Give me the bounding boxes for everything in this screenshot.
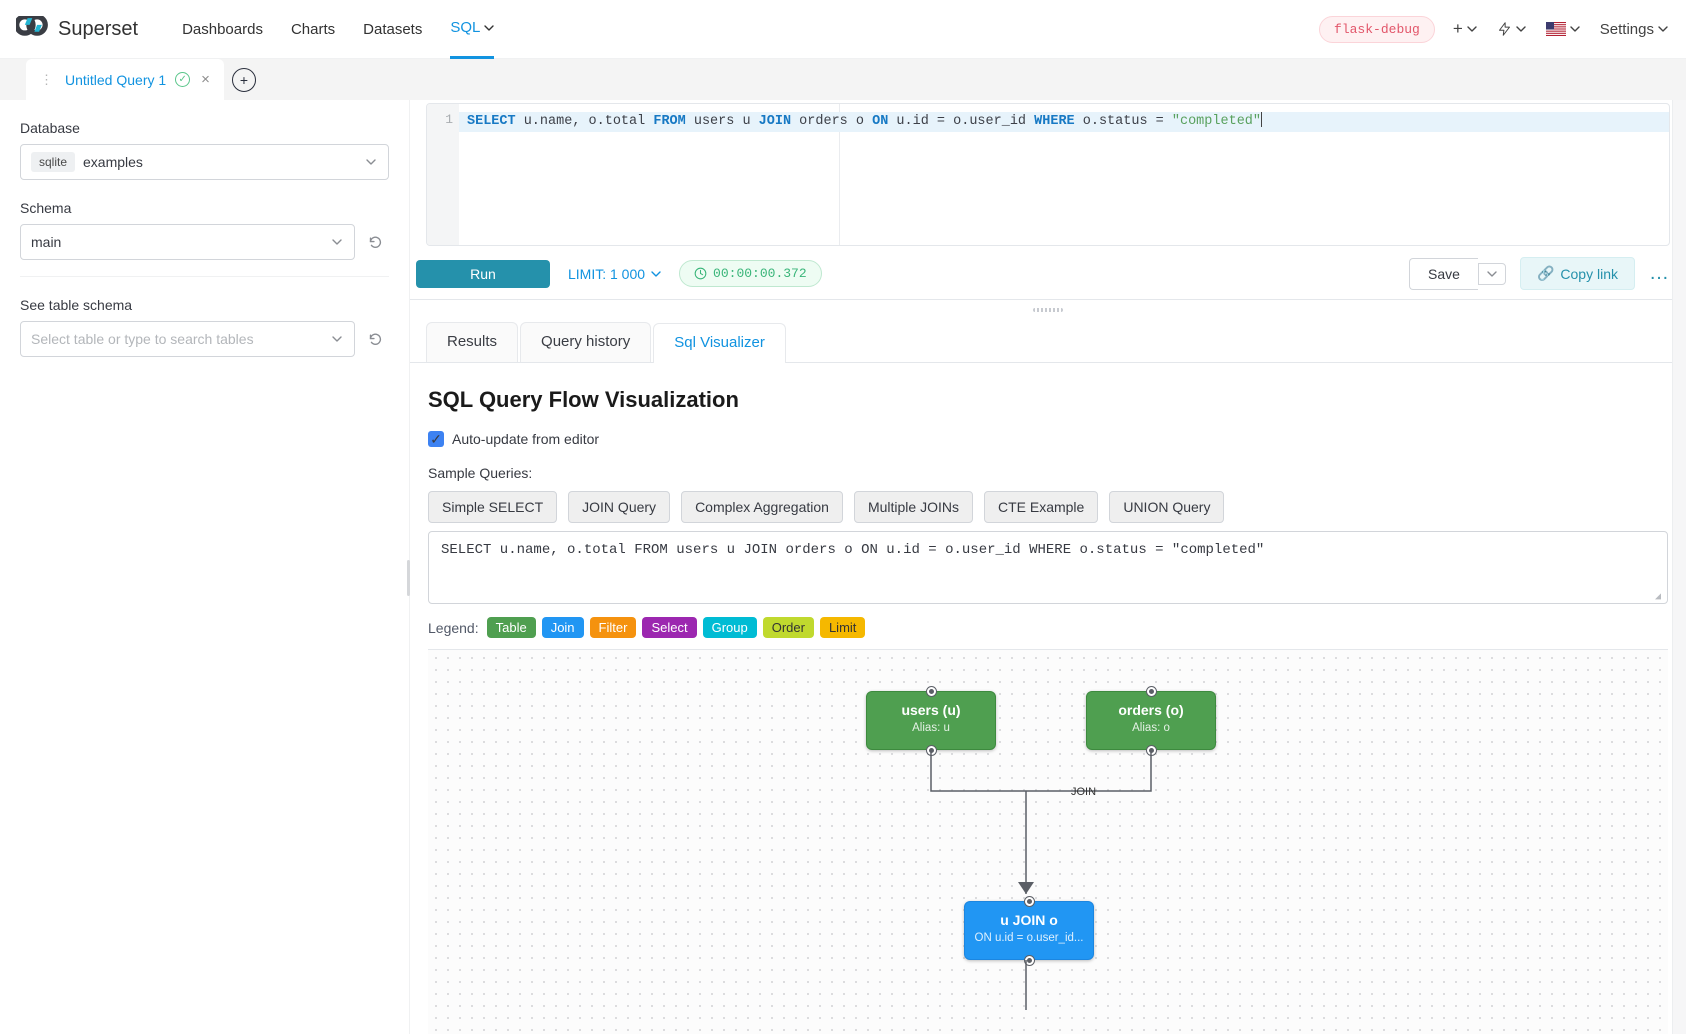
svg-text:JOIN: JOIN bbox=[1071, 786, 1096, 798]
